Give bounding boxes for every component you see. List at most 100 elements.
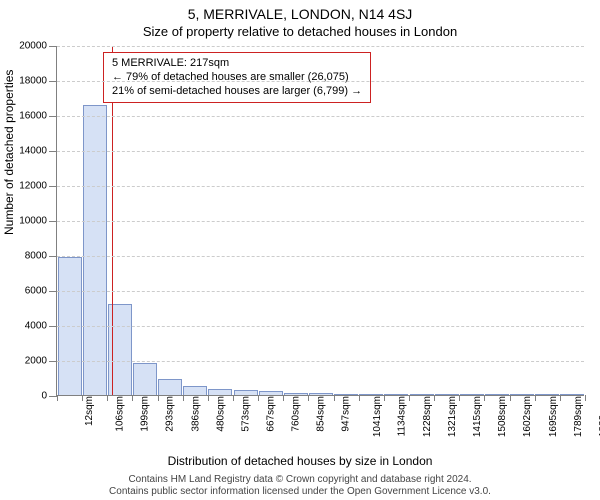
y-tick (49, 116, 57, 117)
annotation-line3: 21% of semi-detached houses are larger (… (112, 85, 362, 99)
grid-line (57, 81, 584, 82)
y-tick-label: 0 (41, 391, 47, 402)
bar (334, 394, 358, 395)
footer-line1: Contains HM Land Registry data © Crown c… (0, 474, 600, 486)
bar (234, 390, 258, 395)
bar (410, 394, 434, 395)
x-tick (359, 395, 360, 401)
grid-line (57, 291, 584, 292)
bar (359, 394, 383, 395)
y-tick (49, 46, 57, 47)
y-tick-label: 2000 (25, 356, 47, 367)
x-tick (82, 395, 83, 401)
bar (435, 394, 459, 395)
x-tick (132, 395, 133, 401)
x-tick (535, 395, 536, 401)
x-tick (585, 395, 586, 401)
bar (83, 105, 107, 396)
x-tick-label: 573sqm (240, 396, 251, 432)
footer-line2: Contains public sector information licen… (0, 486, 600, 498)
y-tick-label: 6000 (25, 286, 47, 297)
grid-line (57, 326, 584, 327)
annotation-box: 5 MERRIVALE: 217sqm ← 79% of detached ho… (103, 52, 371, 103)
y-tick-label: 8000 (25, 251, 47, 262)
chart-container: 5, MERRIVALE, LONDON, N14 4SJ Size of pr… (0, 0, 600, 500)
y-tick (49, 291, 57, 292)
grid-line (57, 151, 584, 152)
bar (284, 393, 308, 395)
annotation-line2: ← 79% of detached houses are smaller (26… (112, 71, 362, 85)
y-tick-label: 18000 (19, 76, 47, 87)
y-tick (49, 361, 57, 362)
grid-line (57, 46, 584, 47)
x-tick (409, 395, 410, 401)
x-tick-label: 1228sqm (422, 396, 433, 437)
x-tick (233, 395, 234, 401)
bar (183, 386, 207, 395)
bar (208, 389, 232, 395)
grid-line (57, 256, 584, 257)
y-tick-label: 20000 (19, 41, 47, 52)
y-tick-label: 12000 (19, 181, 47, 192)
x-tick-label: 386sqm (190, 396, 201, 432)
x-tick-label: 760sqm (291, 396, 302, 432)
y-tick-label: 14000 (19, 146, 47, 157)
x-tick-label: 199sqm (140, 396, 151, 432)
y-tick (49, 186, 57, 187)
x-tick-label: 1041sqm (372, 396, 383, 437)
y-tick-label: 16000 (19, 111, 47, 122)
y-tick (49, 256, 57, 257)
grid-line (57, 116, 584, 117)
annotation-line1: 5 MERRIVALE: 217sqm (112, 57, 362, 71)
x-tick (484, 395, 485, 401)
y-tick-label: 10000 (19, 216, 47, 227)
x-tick (183, 395, 184, 401)
bar (560, 394, 584, 395)
x-tick (57, 395, 58, 401)
bar (133, 363, 157, 395)
x-tick-label: 947sqm (341, 396, 352, 432)
bar (535, 394, 559, 395)
footer: Contains HM Land Registry data © Crown c… (0, 474, 600, 498)
bar (510, 394, 534, 395)
bar (485, 394, 509, 395)
bar (460, 394, 484, 395)
x-tick (459, 395, 460, 401)
x-tick-label: 12sqm (84, 396, 95, 426)
x-tick-label: 1602sqm (523, 396, 534, 437)
x-tick (308, 395, 309, 401)
x-tick-label: 854sqm (316, 396, 327, 432)
x-tick-label: 106sqm (115, 396, 126, 432)
plot-area: 5 MERRIVALE: 217sqm ← 79% of detached ho… (56, 46, 584, 396)
y-tick (49, 221, 57, 222)
x-tick (560, 395, 561, 401)
x-tick (208, 395, 209, 401)
x-tick-label: 1789sqm (573, 396, 584, 437)
grid-line (57, 221, 584, 222)
x-tick-label: 1321sqm (447, 396, 458, 437)
x-tick-label: 293sqm (165, 396, 176, 432)
x-tick-label: 1134sqm (396, 396, 407, 436)
x-tick-label: 480sqm (215, 396, 226, 432)
x-axis-label: Distribution of detached houses by size … (0, 454, 600, 468)
x-tick (510, 395, 511, 401)
x-tick-label: 1695sqm (548, 396, 559, 437)
bar (309, 393, 333, 395)
y-tick (49, 396, 57, 397)
x-tick-label: 1415sqm (472, 396, 483, 437)
grid-line (57, 186, 584, 187)
x-tick-label: 667sqm (266, 396, 277, 432)
y-tick (49, 326, 57, 327)
x-tick (107, 395, 108, 401)
y-axis-label: Number of detached properties (2, 70, 16, 235)
bar (158, 379, 182, 395)
x-tick-label: 1508sqm (497, 396, 508, 437)
x-tick (434, 395, 435, 401)
x-tick (334, 395, 335, 401)
x-tick (384, 395, 385, 401)
x-tick (283, 395, 284, 401)
chart-title-line1: 5, MERRIVALE, LONDON, N14 4SJ (0, 6, 600, 22)
y-tick-label: 4000 (25, 321, 47, 332)
y-tick (49, 151, 57, 152)
bar (259, 391, 283, 395)
